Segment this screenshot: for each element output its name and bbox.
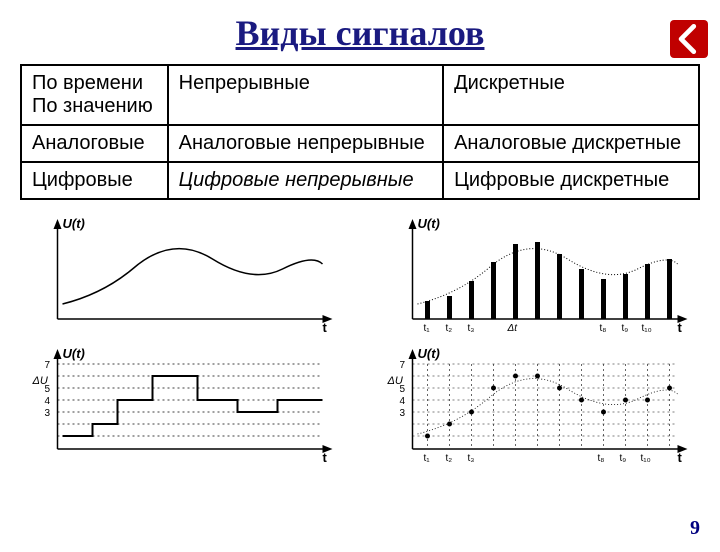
svg-text:t: t — [678, 320, 683, 334]
cell-row-analog: Аналоговые — [21, 125, 168, 162]
svg-text:7: 7 — [45, 360, 51, 371]
svg-text:ΔU: ΔU — [32, 375, 48, 387]
svg-text:ΔU: ΔU — [387, 375, 403, 387]
svg-text:t₁₀: t₁₀ — [641, 453, 651, 464]
page-number: 9 — [690, 517, 700, 540]
svg-text:t: t — [323, 450, 328, 464]
svg-text:t₃: t₃ — [468, 323, 475, 334]
cell-row-digital: Цифровые — [21, 162, 168, 199]
cell-header-rows: По времени По значению — [21, 65, 168, 125]
chart-digital-discrete: U(t) t 3 4 5 7 ΔU t₁ t₂ t₃ t₈ t₉ t₁₀ — [375, 344, 700, 464]
charts-grid: U(t) t U(t) t t₁ t₂ — [20, 214, 700, 464]
svg-text:t₁: t₁ — [424, 323, 431, 334]
svg-text:t₈: t₈ — [600, 323, 607, 334]
svg-text:7: 7 — [400, 360, 406, 371]
cell-digital-discrete: Цифровые дискретные — [443, 162, 699, 199]
cell-analog-discrete: Аналоговые дискретные — [443, 125, 699, 162]
svg-text:t₉: t₉ — [620, 453, 627, 464]
cell-col-discrete: Дискретные — [443, 65, 699, 125]
back-button[interactable] — [670, 20, 708, 58]
svg-text:t₈: t₈ — [598, 453, 605, 464]
svg-text:Δt: Δt — [507, 323, 519, 334]
svg-text:U(t): U(t) — [63, 216, 85, 231]
cell-digital-continuous: Цифровые непрерывные — [168, 162, 443, 199]
svg-text:t₂: t₂ — [446, 323, 453, 334]
svg-text:t₂: t₂ — [446, 453, 453, 464]
chart-analog-discrete: U(t) t t₁ t₂ t₃ Δt t₈ t₉ t₁₀ — [375, 214, 700, 334]
svg-text:4: 4 — [400, 396, 406, 407]
svg-text:t₁₀: t₁₀ — [642, 323, 652, 334]
svg-text:t: t — [323, 320, 328, 334]
svg-text:U(t): U(t) — [63, 346, 85, 361]
svg-text:4: 4 — [45, 396, 51, 407]
svg-text:t₃: t₃ — [468, 453, 475, 464]
svg-text:3: 3 — [45, 408, 51, 419]
page-title: Виды сигналов — [0, 12, 720, 54]
svg-text:3: 3 — [400, 408, 406, 419]
chart-digital-continuous: U(t) t 3 4 5 7 ΔU — [20, 344, 345, 464]
cell-col-continuous: Непрерывные — [168, 65, 443, 125]
signal-types-table: По времени По значению Непрерывные Дискр… — [20, 64, 700, 200]
svg-text:U(t): U(t) — [418, 216, 440, 231]
svg-text:U(t): U(t) — [418, 346, 440, 361]
svg-text:t: t — [678, 450, 683, 464]
svg-text:t₉: t₉ — [622, 323, 629, 334]
cell-analog-continuous: Аналоговые непрерывные — [168, 125, 443, 162]
svg-text:t₁: t₁ — [424, 453, 431, 464]
chart-analog-continuous: U(t) t — [20, 214, 345, 334]
